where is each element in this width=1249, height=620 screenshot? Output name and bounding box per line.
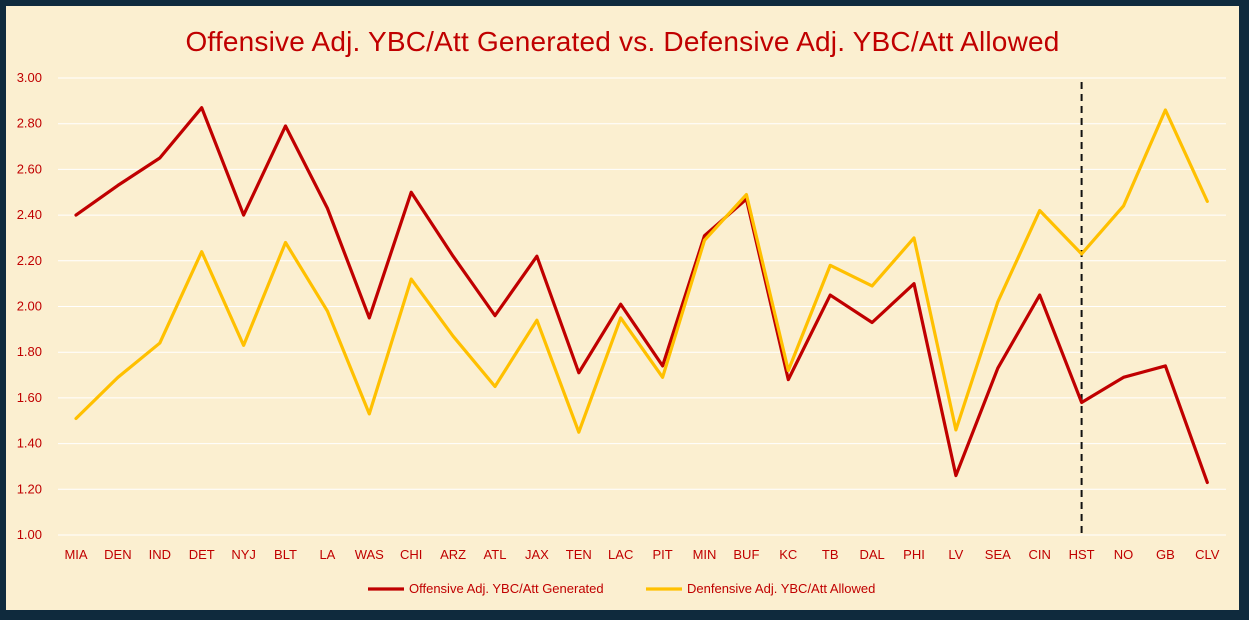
y-tick-label: 1.40 [17, 436, 42, 451]
x-tick-label: JAX [525, 547, 549, 562]
series-line-0 [74, 106, 1209, 485]
x-tick-label: LAC [608, 547, 633, 562]
x-tick-label: BUF [733, 547, 759, 562]
y-tick-label: 2.40 [17, 207, 42, 222]
x-tick-label: TB [822, 547, 839, 562]
x-tick-label: CIN [1029, 547, 1051, 562]
chart-title: Offensive Adj. YBC/Att Generated vs. Def… [185, 26, 1060, 57]
y-tick-label: 1.80 [17, 344, 42, 359]
y-tick-label: 2.00 [17, 299, 42, 314]
line-chart: 1.00 1.20 1.40 1.60 1.80 2.00 2.20 2.40 2.60 2.80… [17, 70, 1226, 596]
x-tick-label: IND [149, 547, 171, 562]
y-tick-label: 2.20 [17, 253, 42, 268]
y-tick-label: 2.80 [17, 116, 42, 131]
x-tick-label: CLV [1195, 547, 1220, 562]
x-tick-label: MIA [64, 547, 87, 562]
x-tick-label: MIN [693, 547, 717, 562]
x-tick-label: WAS [355, 547, 384, 562]
x-tick-label: HST [1069, 547, 1095, 562]
y-tick-label: 3.00 [17, 70, 42, 85]
x-tick-label: ATL [484, 547, 507, 562]
x-tick-label: DET [189, 547, 215, 562]
x-tick-label: TEN [566, 547, 592, 562]
x-tick-label: LV [948, 547, 963, 562]
x-tick-label: KC [779, 547, 797, 562]
chart-frame: Offensive Adj. YBC/Att Generated vs. Def… [3, 3, 1242, 613]
x-tick-label: GB [1156, 547, 1175, 562]
x-tick-label: CHI [400, 547, 422, 562]
y-tick-label: 2.60 [17, 161, 42, 176]
x-tick-label: BLT [274, 547, 297, 562]
x-tick-label: ARZ [440, 547, 466, 562]
x-tick-label: PIT [652, 547, 672, 562]
x-tick-label: NYJ [231, 547, 256, 562]
x-tick-label: SEA [985, 547, 1011, 562]
legend-label-1: Denfensive Adj. YBC/Att Allowed [687, 581, 875, 596]
y-tick-label: 1.20 [17, 481, 42, 496]
legend-label-0: Offensive Adj. YBC/Att Generated [409, 581, 604, 596]
x-tick-label: NO [1114, 547, 1134, 562]
x-tick-label: PHI [903, 547, 925, 562]
x-tick-label: DEN [104, 547, 131, 562]
x-tick-label: DAL [859, 547, 884, 562]
y-tick-label: 1.60 [17, 390, 42, 405]
y-tick-label: 1.00 [17, 527, 42, 542]
series-line-1 [74, 108, 1209, 434]
x-tick-label: LA [319, 547, 335, 562]
